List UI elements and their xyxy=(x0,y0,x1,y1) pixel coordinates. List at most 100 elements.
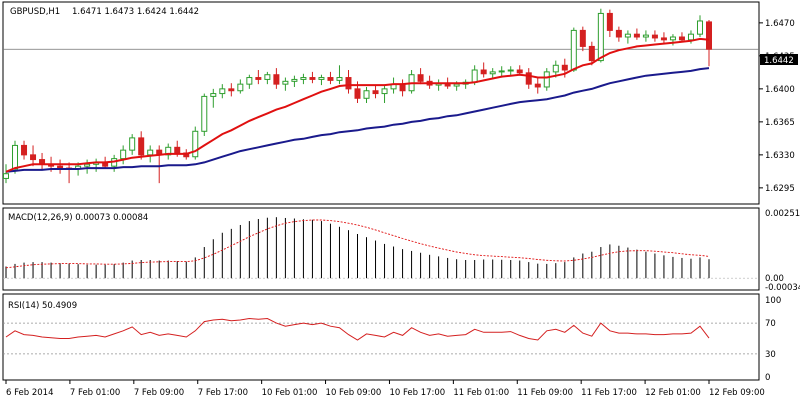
current-price-label: 1.6442 xyxy=(764,56,794,66)
rsi-line xyxy=(5,317,710,341)
candle-body xyxy=(525,72,532,85)
candle-body xyxy=(534,83,541,88)
candle-body xyxy=(120,149,127,160)
macd-tick-label: 0.00251 xyxy=(765,209,800,219)
candle-body xyxy=(129,137,136,151)
candle-body xyxy=(84,163,91,167)
candle-body xyxy=(570,29,577,71)
candle-body xyxy=(669,36,676,41)
macd-layer xyxy=(3,217,759,279)
candle-body xyxy=(660,37,667,41)
time-tick-label: 6 Feb 2014 xyxy=(6,388,54,398)
time-tick-label: 11 Feb 09:00 xyxy=(517,388,573,398)
macd-label: MACD(12,26,9) 0.00073 0.00084 xyxy=(8,213,148,223)
candle-body xyxy=(615,29,622,38)
candle-body xyxy=(354,88,361,99)
time-tick-label: 10 Feb 09:00 xyxy=(326,388,382,398)
candle-body xyxy=(606,12,613,31)
main-pane-border xyxy=(2,1,760,205)
macd-signal-line xyxy=(5,219,710,269)
candle-body xyxy=(273,74,280,85)
time-tick-label: 7 Feb 09:00 xyxy=(134,388,184,398)
macd-tick-label: 0.00 xyxy=(765,274,784,284)
symbol-label: GBPUSD,H1 xyxy=(10,7,60,17)
ma-slow-line xyxy=(5,67,710,173)
main-price-layer xyxy=(3,8,759,184)
candle-body xyxy=(336,77,343,81)
candle-body xyxy=(507,69,514,72)
candle-body xyxy=(588,45,595,62)
candle-body xyxy=(345,77,352,90)
time-tick-label: 11 Feb 17:00 xyxy=(581,388,637,398)
candle-body xyxy=(480,69,487,75)
time-tick-label: 11 Feb 01:00 xyxy=(453,388,509,398)
candle-body xyxy=(147,149,154,156)
price-tick-label: 1.6470 xyxy=(765,19,795,29)
rsi-layer xyxy=(3,317,759,355)
candle-body xyxy=(687,33,694,41)
candle-body xyxy=(516,69,523,74)
candle-body xyxy=(417,74,424,82)
candle-body xyxy=(309,77,316,80)
candle-body xyxy=(498,70,505,73)
candle-body xyxy=(3,173,9,179)
rsi-tick-label: 0 xyxy=(765,373,770,383)
candle-body xyxy=(381,88,388,95)
time-tick-label: 10 Feb 01:00 xyxy=(262,388,318,398)
candle-body xyxy=(30,154,37,161)
rsi-label: RSI(14) 50.4909 xyxy=(8,301,77,311)
ma-fast-line xyxy=(5,37,710,173)
rsi-tick-label: 100 xyxy=(765,296,781,306)
candle-body xyxy=(642,34,649,38)
candle-body xyxy=(706,21,712,50)
candle-body xyxy=(300,77,307,80)
candle-body xyxy=(219,88,226,95)
candle-body xyxy=(579,29,586,47)
price-tick-label: 1.6400 xyxy=(765,85,795,95)
time-tick-label: 12 Feb 01:00 xyxy=(645,388,701,398)
candle-body xyxy=(210,93,217,97)
time-tick-label: 7 Feb 01:00 xyxy=(70,388,120,398)
candle-body xyxy=(174,146,181,154)
candle-body xyxy=(228,88,235,92)
time-tick-label: 10 Feb 17:00 xyxy=(389,388,445,398)
candle-body xyxy=(543,71,550,88)
macd-pane-border xyxy=(2,207,760,291)
candle-body xyxy=(327,77,334,81)
candle-body xyxy=(678,36,685,41)
candle-body xyxy=(624,33,631,38)
candle-body xyxy=(201,95,208,132)
time-tick-label: 7 Feb 17:00 xyxy=(198,388,248,398)
candle-body xyxy=(372,90,379,95)
candle-body xyxy=(237,83,244,92)
candle-body xyxy=(561,64,568,71)
price-tick-label: 1.6365 xyxy=(765,118,795,128)
rsi-tick-label: 30 xyxy=(765,350,776,360)
price-tick-label: 1.6330 xyxy=(765,151,795,161)
price-tick-label: 1.6295 xyxy=(765,184,795,194)
candle-body xyxy=(399,83,406,92)
candle-body xyxy=(192,130,199,158)
axis-layer: 1.64701.64351.64001.63651.63301.62950.00… xyxy=(5,19,800,398)
candle-body xyxy=(138,137,145,156)
macd-tick-label: -0.00034 xyxy=(765,283,800,293)
candle-body xyxy=(453,83,460,87)
candle-body xyxy=(651,34,658,39)
candle-body xyxy=(552,64,559,73)
ohlc-readout: 1.6471 1.6473 1.6424 1.6442 xyxy=(72,7,199,17)
rsi-pane-border xyxy=(2,293,760,381)
candle-body xyxy=(21,144,28,156)
candle-body xyxy=(633,33,640,38)
candle-body xyxy=(246,77,253,85)
time-tick-label: 12 Feb 09:00 xyxy=(709,388,765,398)
candle-body xyxy=(471,69,478,83)
candle-body xyxy=(696,20,703,35)
candle-body xyxy=(12,144,19,170)
candle-body xyxy=(597,12,604,62)
candle-body xyxy=(264,74,271,80)
candle-body xyxy=(318,77,325,80)
current-price-tag xyxy=(760,54,798,65)
candle-body xyxy=(282,80,289,85)
